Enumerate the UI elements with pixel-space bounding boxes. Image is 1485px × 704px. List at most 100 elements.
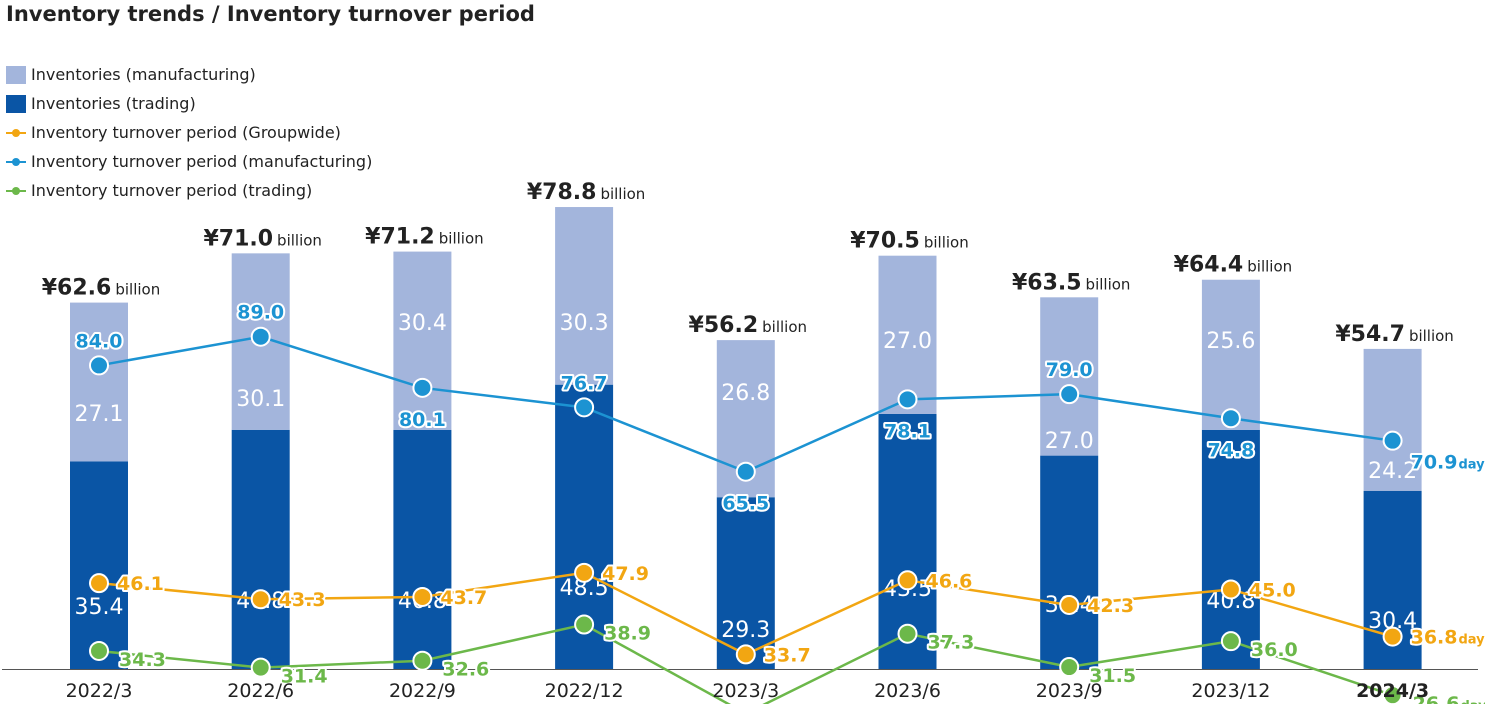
line-label-manufacturing: 79.0 <box>1046 359 1093 381</box>
series-point-0 <box>412 586 433 607</box>
line-label-trading: 32.6 <box>442 659 489 681</box>
x-tick-label: 2023/3 <box>712 680 779 702</box>
bar-label-manufacturing: 24.2 <box>1368 459 1417 484</box>
bar-trading <box>393 429 452 669</box>
line-label-trading: 26.6days <box>1413 693 1485 704</box>
line-label-groupwide: 36.8days <box>1411 627 1485 649</box>
series-point-1 <box>89 355 109 376</box>
series-point-0 <box>735 644 756 665</box>
line-label-groupwide: 46.1 <box>117 573 164 595</box>
total-label: ¥71.2 billion <box>365 225 483 250</box>
series-point-0 <box>89 573 109 594</box>
total-label: ¥62.6 billion <box>42 276 160 301</box>
line-label-trading: 31.5 <box>1089 665 1136 687</box>
bar-trading <box>716 497 775 669</box>
line-label-manufacturing: 84.0 <box>76 330 123 352</box>
line-label-manufacturing: 76.7 <box>561 372 608 394</box>
bar-trading <box>1040 455 1099 669</box>
x-tick-label: 2023/6 <box>874 680 941 702</box>
series-point-2 <box>250 657 271 678</box>
series-point-1 <box>412 377 433 398</box>
series-point-2 <box>1382 685 1403 704</box>
legend-label: Inventories (manufacturing) <box>31 65 256 84</box>
total-label: ¥78.8 billion <box>527 180 645 205</box>
bar-label-manufacturing: 30.3 <box>560 311 609 336</box>
line-label-trading: 37.3 <box>928 632 975 654</box>
line-label-groupwide: 42.3 <box>1087 595 1134 617</box>
line-label-manufacturing: 89.0 <box>237 302 284 324</box>
series-point-1 <box>897 389 918 410</box>
bar-label-manufacturing: 25.6 <box>1206 329 1255 354</box>
x-tick-label: 2022/3 <box>66 680 133 702</box>
legend-swatch-manufacturing <box>6 65 26 84</box>
bar-manufacturing <box>1363 348 1422 491</box>
bar-label-manufacturing: 27.1 <box>75 402 124 427</box>
bar-label-manufacturing: 30.1 <box>236 387 285 412</box>
total-label: ¥70.5 billion <box>850 229 968 254</box>
line-label-manufacturing: 65.5 <box>722 493 769 515</box>
legend-swatch-trading <box>6 94 26 113</box>
legend-line-manufacturing <box>6 153 26 171</box>
line-label-manufacturing: 70.9days <box>1411 452 1485 474</box>
line-label-trading: 31.4 <box>281 666 328 688</box>
series-point-2 <box>897 623 918 644</box>
series-line-2 <box>98 623 1393 704</box>
x-tick-label: 2022/6 <box>227 680 294 702</box>
bar-manufacturing <box>1040 297 1099 456</box>
total-label: ¥63.5 billion <box>1012 270 1130 295</box>
bar-manufacturing <box>878 255 937 414</box>
x-tick-label: 2023/12 <box>1191 680 1270 702</box>
total-label: ¥71.0 billion <box>203 226 321 251</box>
line-label-trading: 34.3 <box>119 649 166 671</box>
total-label: ¥64.4 billion <box>1174 253 1292 278</box>
bar-trading <box>1201 429 1260 669</box>
total-label: ¥56.2 billion <box>689 313 807 338</box>
line-label-groupwide: 45.0 <box>1249 579 1296 601</box>
bar-label-manufacturing: 30.4 <box>398 311 447 336</box>
bar-manufacturing <box>1201 279 1260 430</box>
bar-label-manufacturing: 27.0 <box>1045 429 1094 454</box>
bar-label-trading: 35.4 <box>75 595 124 620</box>
bar-label-manufacturing: 27.0 <box>883 329 932 354</box>
line-label-trading: 38.9 <box>604 623 651 645</box>
series-point-1 <box>574 397 595 418</box>
line-label-manufacturing: 78.1 <box>884 420 931 442</box>
legend-item-manufacturing-line: Inventory turnover period (manufacturing… <box>6 147 372 176</box>
x-tick-label: 2022/12 <box>545 680 624 702</box>
legend-item-trading-line: Inventory turnover period (trading) <box>6 176 372 205</box>
series-point-0 <box>250 589 271 610</box>
chart-title: Inventory trends / Inventory turnover pe… <box>6 2 535 26</box>
series-point-0 <box>1220 579 1241 600</box>
legend-item-groupwide-line: Inventory turnover period (Groupwide) <box>6 118 372 147</box>
line-label-groupwide: 47.9 <box>602 563 649 585</box>
x-tick-label: 2022/9 <box>389 680 456 702</box>
legend-label: Inventory turnover period (trading) <box>31 181 313 200</box>
bar-trading <box>231 429 290 669</box>
line-label-groupwide: 43.7 <box>440 587 487 609</box>
legend: Inventories (manufacturing) Inventories … <box>6 60 372 205</box>
bar-manufacturing <box>393 251 452 430</box>
total-label: ¥54.7 billion <box>1335 322 1453 347</box>
line-label-groupwide: 33.7 <box>764 644 811 666</box>
series-point-1 <box>735 461 756 482</box>
line-label-trading: 36.0 <box>1251 639 1298 661</box>
line-label-groupwide: 46.6 <box>926 570 973 592</box>
series-point-0 <box>1382 626 1403 647</box>
series-point-0 <box>574 562 595 583</box>
bar-manufacturing <box>70 302 128 462</box>
x-tick-label: 2023/9 <box>1036 680 1103 702</box>
series-point-0 <box>897 570 918 591</box>
line-label-manufacturing: 80.1 <box>399 409 446 431</box>
legend-label: Inventory turnover period (Groupwide) <box>31 123 341 142</box>
legend-label: Inventory turnover period (manufacturing… <box>31 152 373 171</box>
legend-label: Inventories (trading) <box>31 94 196 113</box>
line-label-groupwide: 43.3 <box>279 589 326 611</box>
bar-manufacturing <box>555 207 614 385</box>
x-tick-label: 2024/3 <box>1356 680 1429 702</box>
legend-line-groupwide <box>6 124 26 142</box>
series-point-2 <box>412 650 433 671</box>
legend-item-manufacturing-bars: Inventories (manufacturing) <box>6 60 372 89</box>
series-point-1 <box>1382 430 1403 451</box>
series-point-2 <box>574 614 595 635</box>
